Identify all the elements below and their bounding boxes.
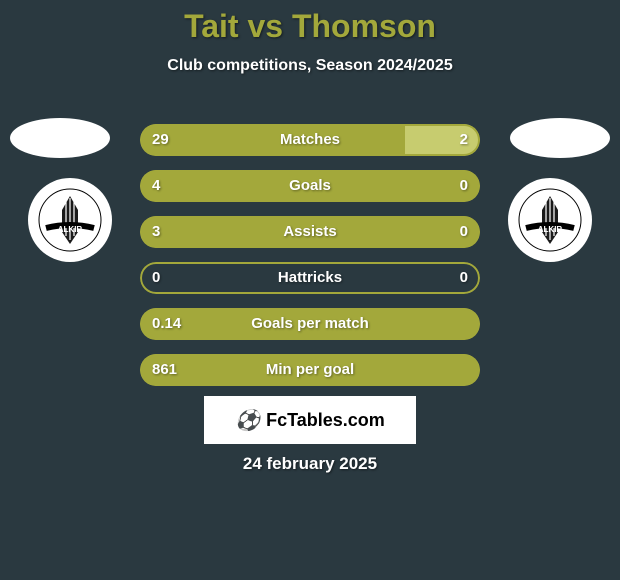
bar-label: Hattricks [140, 262, 480, 294]
svg-text:ALKIR: ALKIR [58, 225, 83, 234]
watermark-icon: ⚽ [235, 408, 260, 433]
club-badge-left: ALKIR [28, 178, 112, 262]
bar-row: 30Assists [140, 216, 480, 248]
bar-row: 292Matches [140, 124, 480, 156]
bar-label: Matches [140, 124, 480, 156]
bar-row: 40Goals [140, 170, 480, 202]
avatar-right [510, 118, 610, 158]
page-subtitle: Club competitions, Season 2024/2025 [0, 57, 620, 75]
watermark: ⚽ FcTables.com [204, 396, 416, 444]
bar-row: 861Min per goal [140, 354, 480, 386]
bar-row: 00Hattricks [140, 262, 480, 294]
comparison-bars: 292Matches 40Goals 30Assists 00Hattricks 0.1… [140, 124, 480, 400]
bar-label: Goals [140, 170, 480, 202]
watermark-text: FcTables.com [266, 410, 385, 431]
page-title: Tait vs Thomson [0, 0, 620, 45]
bar-label: Goals per match [140, 308, 480, 340]
bar-row: 0.14Goals per match [140, 308, 480, 340]
avatar-left [10, 118, 110, 158]
svg-text:ALKIR: ALKIR [538, 225, 563, 234]
bar-label: Assists [140, 216, 480, 248]
bar-label: Min per goal [140, 354, 480, 386]
club-badge-right: ALKIR [508, 178, 592, 262]
date-label: 24 february 2025 [0, 454, 620, 474]
